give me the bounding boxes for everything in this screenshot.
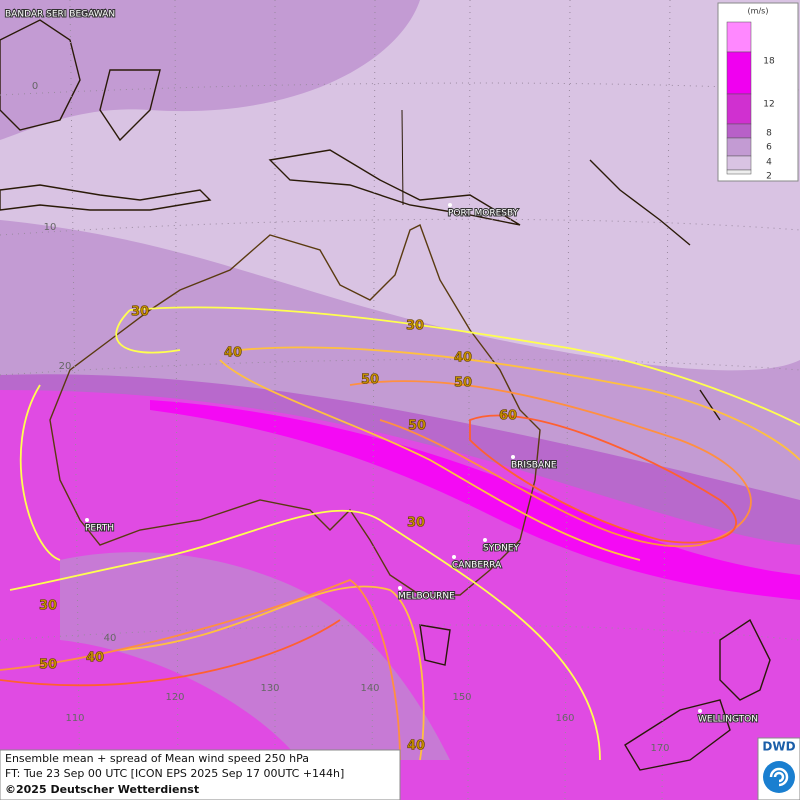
contour-label: 50	[408, 419, 426, 434]
contour-label: 50	[454, 376, 472, 391]
latitude-label: 0	[32, 81, 38, 92]
place-label: CANBERRA	[452, 561, 502, 571]
latitude-label: 10	[44, 222, 57, 233]
contours	[0, 306, 800, 761]
longitude-label: 170	[650, 743, 669, 754]
border	[401, 109, 404, 206]
longitude-label: 120	[165, 692, 184, 703]
legend-tick-label: 2	[766, 172, 772, 182]
legend-unit: (m/s)	[748, 7, 769, 16]
spread-band	[0, 0, 420, 140]
place-dot	[398, 586, 402, 590]
place-dot	[452, 555, 456, 559]
latitude-label: 40	[104, 633, 117, 644]
contour-label: 40	[224, 346, 242, 361]
footer-copyright: ©2025 Deutscher Wetterdienst	[5, 783, 199, 796]
longitude-label: 140	[360, 683, 379, 694]
contour-label: 30	[406, 319, 424, 334]
place-dot	[483, 538, 487, 542]
footer: Ensemble mean + spread of Mean wind spee…	[0, 749, 401, 800]
longitude-label: 110	[65, 713, 84, 724]
place-dot	[511, 455, 515, 459]
contour-label: 30	[39, 599, 57, 614]
legend: (m/s) 18 12 8 6 4 2	[717, 2, 799, 182]
contour-label: 50	[361, 373, 379, 388]
spread-band	[0, 390, 800, 800]
legend-tick-label: 4	[766, 158, 772, 168]
legend-tick-label: 12	[763, 100, 774, 110]
longitude-label: 150	[452, 692, 471, 703]
contour-label: 40	[454, 351, 472, 366]
place-dot	[85, 518, 89, 522]
legend-tick-label: 6	[766, 143, 772, 153]
latitude-label: 20	[59, 361, 72, 372]
place-label: BRISBANE	[511, 461, 557, 471]
logo-text: DWD	[762, 740, 795, 754]
longitude-label: 160	[555, 713, 574, 724]
contour-label: 40	[407, 739, 425, 754]
spread-band	[60, 552, 450, 760]
spread-core	[150, 400, 800, 600]
legend-tick-label: 8	[766, 129, 772, 139]
contour-label: 50	[39, 658, 57, 673]
place-label: PERTH	[85, 524, 114, 534]
place-dot	[698, 709, 702, 713]
contour-label: 60	[499, 409, 517, 424]
contour-label: 30	[407, 516, 425, 531]
contour-label: 40	[86, 651, 104, 666]
footer-forecast: FT: Tue 23 Sep 00 UTC [ICON EPS 2025 Sep…	[5, 767, 344, 780]
place-label: BANDAR SERI BEGAWAN	[5, 10, 115, 20]
legend-tick-label: 18	[763, 57, 775, 67]
labels: BANDAR SERI BEGAWAN PORT MORESBY BRISBANE P…	[4, 9, 759, 755]
place-label: WELLINGTON	[698, 715, 758, 725]
contour-label: 30	[131, 305, 149, 320]
footer-title: Ensemble mean + spread of Mean wind spee…	[5, 752, 309, 765]
coastlines	[0, 19, 771, 771]
place-label: SYDNEY	[483, 544, 520, 554]
place-dot	[448, 203, 452, 207]
longitude-label: 130	[260, 683, 279, 694]
logo: DWD	[757, 737, 800, 800]
place-label: PORT MORESBY	[448, 209, 519, 219]
place-label: MELBOURNE	[398, 592, 455, 602]
